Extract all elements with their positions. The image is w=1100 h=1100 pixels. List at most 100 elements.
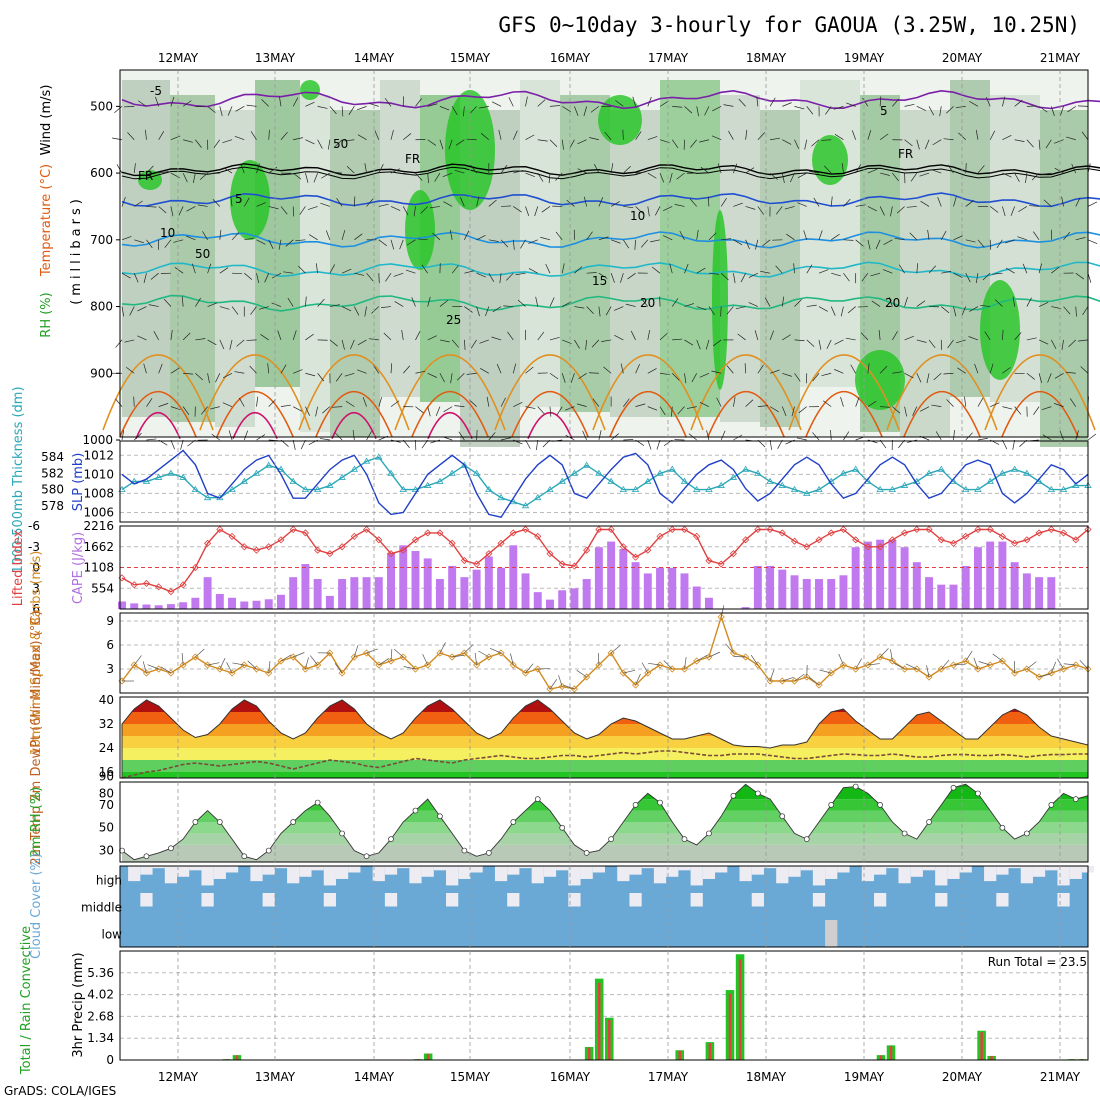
wind-barb bbox=[476, 429, 478, 441]
cape-bar bbox=[998, 541, 1007, 609]
li-tick: -3 bbox=[28, 540, 40, 554]
wind-barb bbox=[984, 331, 991, 341]
wind-barb bbox=[537, 331, 545, 341]
wind-barb bbox=[287, 297, 294, 307]
cloud-high-gap bbox=[935, 866, 948, 886]
cloud-high-gap bbox=[886, 866, 899, 869]
wind-barb bbox=[867, 239, 871, 250]
wind-barb bbox=[230, 196, 233, 207]
contour-30 bbox=[1001, 391, 1079, 437]
wind-barb-10m bbox=[1063, 663, 1076, 666]
wind-barb bbox=[830, 429, 832, 441]
date-label-bottom: 16MAY bbox=[550, 1070, 591, 1084]
wind-barb bbox=[498, 129, 502, 140]
wind-barb bbox=[935, 431, 942, 441]
wind-speed-point bbox=[240, 661, 248, 669]
thickness-point bbox=[1047, 485, 1056, 492]
wind-barb bbox=[292, 172, 302, 180]
cape-bar bbox=[863, 541, 872, 609]
wind-barb bbox=[879, 133, 889, 141]
wind-barb bbox=[708, 232, 717, 241]
wind-barb bbox=[647, 368, 657, 374]
wind-barb bbox=[207, 373, 210, 384]
wind-barb bbox=[699, 139, 710, 143]
lifted-index-point bbox=[289, 525, 297, 534]
wind-barb-10m bbox=[305, 657, 309, 670]
wind-barb bbox=[704, 106, 710, 116]
wind-barb bbox=[415, 172, 423, 181]
wind-barb bbox=[219, 306, 230, 310]
lifted-index-point bbox=[815, 536, 823, 544]
wind-barb bbox=[180, 439, 184, 450]
cloud-cover-panel bbox=[120, 866, 1095, 947]
thickness-point bbox=[876, 485, 884, 492]
cape-bar bbox=[509, 545, 518, 609]
li-tick: 6 bbox=[32, 602, 40, 616]
wind-barb bbox=[158, 403, 169, 407]
wind-barb bbox=[745, 399, 754, 407]
cape-bar bbox=[546, 599, 554, 609]
wind-barb bbox=[121, 196, 126, 207]
wind-barb bbox=[341, 106, 344, 117]
cape-bar bbox=[423, 558, 432, 609]
wind-barb bbox=[811, 139, 820, 147]
wind-barb-10m bbox=[978, 661, 991, 666]
wind-speed-point bbox=[448, 653, 456, 661]
cloud-high-gap bbox=[128, 866, 141, 882]
thickness-point bbox=[607, 477, 615, 484]
wind-speed-point bbox=[656, 661, 664, 669]
wind-barb bbox=[329, 339, 338, 347]
wind-barb bbox=[357, 106, 367, 111]
wind-barb bbox=[582, 430, 587, 441]
wind-barb bbox=[647, 439, 652, 450]
run-total-label: Run Total = 23.5 bbox=[988, 955, 1087, 969]
wind-barb bbox=[647, 206, 650, 217]
wind-barb bbox=[613, 306, 624, 311]
wind-barb bbox=[566, 199, 575, 207]
wind-barb bbox=[229, 339, 233, 350]
lifted-index-point bbox=[204, 539, 212, 547]
contour-30 bbox=[411, 391, 489, 437]
wind-speed-point bbox=[436, 649, 444, 657]
wind-barb bbox=[280, 404, 291, 407]
thickness-point bbox=[851, 465, 860, 472]
thickness-point bbox=[436, 477, 444, 484]
wind-barb bbox=[822, 400, 832, 407]
wind-barb bbox=[982, 272, 991, 281]
wind-barb bbox=[937, 196, 942, 207]
thickness-point bbox=[142, 477, 151, 484]
wind-barb bbox=[647, 406, 658, 411]
wind-barb bbox=[806, 264, 813, 274]
rh-point bbox=[534, 796, 541, 802]
wind-barb bbox=[466, 372, 477, 375]
thickness-point bbox=[729, 473, 738, 480]
wind-barb bbox=[857, 306, 868, 308]
wind-barb bbox=[955, 106, 966, 108]
lifted-index-point bbox=[509, 529, 517, 537]
wind-barb bbox=[1063, 306, 1071, 315]
wind-speed-point bbox=[1072, 661, 1080, 669]
cape-bar bbox=[240, 601, 249, 609]
wind-barb bbox=[610, 201, 620, 207]
wind-barb bbox=[207, 339, 217, 346]
cloud-high-gap bbox=[861, 866, 875, 882]
wind-barb bbox=[843, 272, 850, 282]
precip-ylabel-left: Total / Rain Convective bbox=[19, 926, 34, 1075]
wind-barb bbox=[470, 164, 477, 174]
cloud-high-gap bbox=[446, 866, 459, 886]
wind-barb bbox=[843, 239, 854, 241]
rh-point bbox=[168, 845, 174, 852]
lifted-index-point bbox=[937, 536, 945, 544]
wind-barb bbox=[364, 306, 367, 317]
wind-barb bbox=[332, 406, 343, 408]
wind-barb bbox=[762, 239, 771, 247]
wind-barb bbox=[222, 402, 233, 407]
wind-barb bbox=[974, 363, 979, 374]
cloud-high-gap bbox=[959, 866, 972, 873]
temp-band bbox=[122, 736, 1088, 748]
wind-barb bbox=[479, 339, 489, 344]
contour-25 bbox=[788, 354, 900, 431]
rh-high-blob bbox=[980, 280, 1020, 380]
wind-barb bbox=[278, 239, 282, 250]
wind-barb bbox=[933, 373, 942, 381]
